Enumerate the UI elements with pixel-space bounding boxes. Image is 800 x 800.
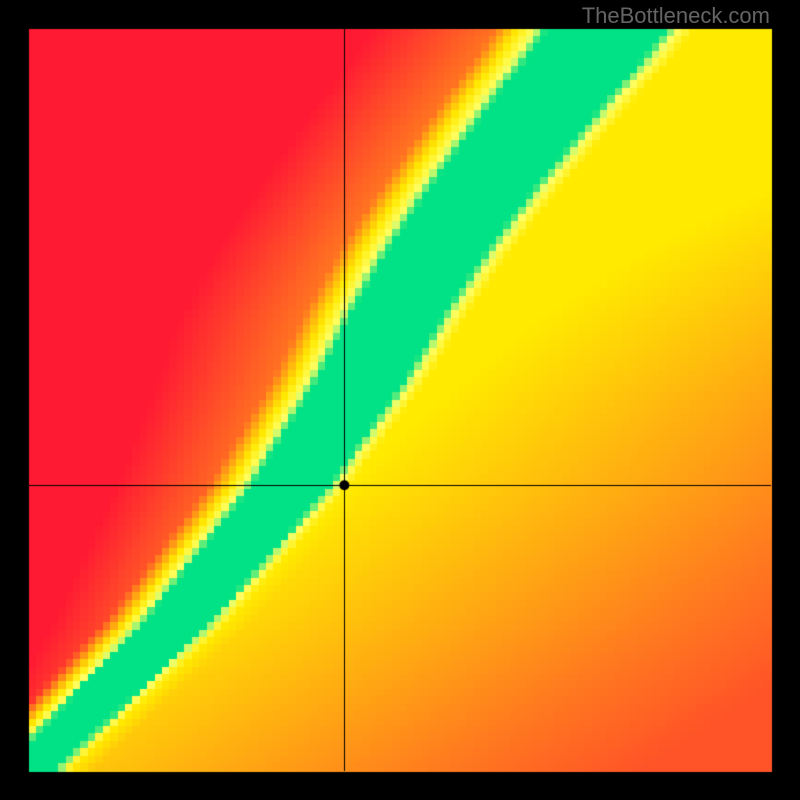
- watermark-text: TheBottleneck.com: [582, 3, 770, 29]
- heatmap-canvas: [0, 0, 800, 800]
